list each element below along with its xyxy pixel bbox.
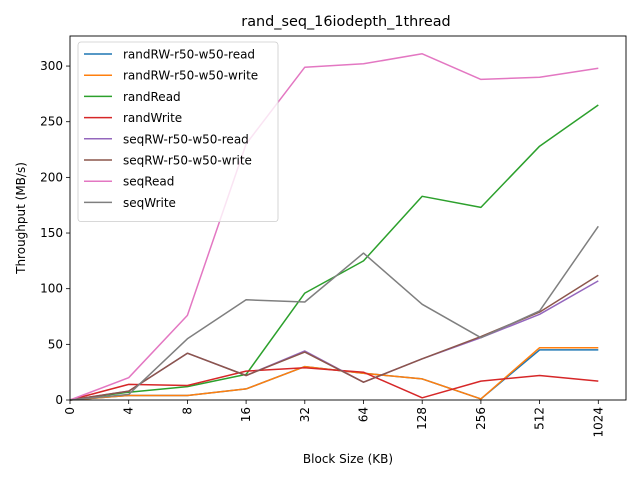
series-line-3 [69,366,599,401]
x-axis-label: Block Size (KB) [303,452,393,466]
legend-label: randRead [123,90,181,104]
legend-label: seqRead [123,175,174,189]
legend-label: seqRW-r50-w50-write [123,154,252,168]
x-tick-label: 64 [357,407,371,422]
legend-label: randRW-r50-w50-read [123,48,255,62]
legend-box [77,41,279,223]
y-tick-label: 50 [48,337,63,351]
x-tick-label: 0 [63,407,77,415]
legend-label: seqRW-r50-w50-read [123,132,249,146]
x-tick-label: 8 [180,407,194,415]
y-axis-ticks: 0 50 100 150 200 250 300 [40,59,70,407]
x-axis-ticks: 0 4 8 16 32 64 128 256 512 1024 [63,400,605,438]
y-tick-label: 250 [40,115,63,129]
legend-label: randWrite [123,111,182,125]
legend: randRW-r50-w50-read randRW-r50-w50-write r… [77,41,279,223]
chart-title: rand_seq_16iodepth_1thread [241,14,450,30]
x-tick-label: 256 [474,407,488,430]
y-tick-label: 150 [40,226,63,240]
y-axis-label: Throughput (MB/s) [14,162,28,275]
plot-frame [69,35,627,401]
series-lines [69,53,599,401]
series-line-7 [69,225,599,401]
x-tick-label: 512 [533,407,547,430]
x-tick-label: 16 [239,407,253,422]
series-line-6 [69,53,599,401]
x-tick-label: 32 [298,407,312,422]
legend-label: randRW-r50-w50-write [123,69,258,83]
x-tick-label: 4 [122,407,136,415]
x-tick-label: 128 [415,407,429,430]
y-tick-label: 200 [40,170,63,184]
y-tick-label: 100 [40,282,63,296]
y-tick-label: 300 [40,59,63,73]
y-tick-label: 0 [55,393,63,407]
legend-label: seqWrite [123,196,176,210]
x-tick-label: 1024 [591,407,605,438]
